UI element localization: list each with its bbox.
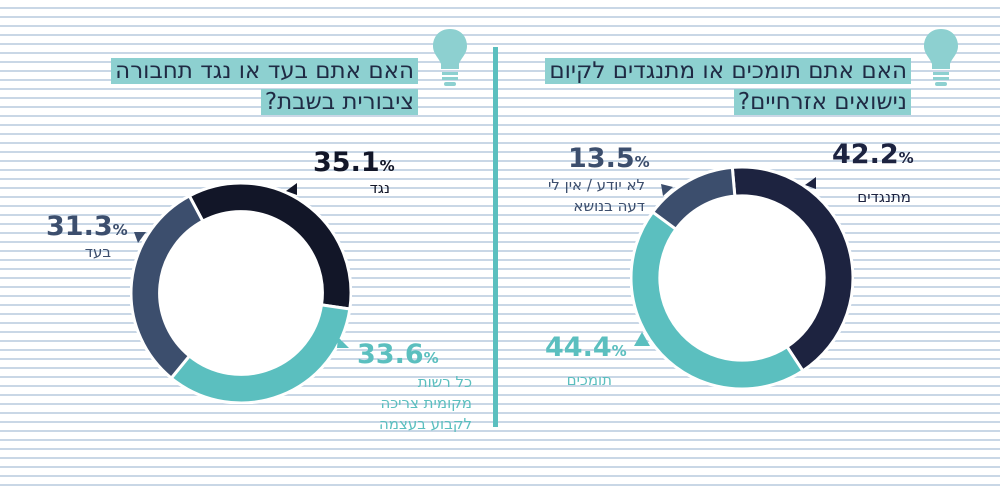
data-label-category-against: נגד bbox=[310, 178, 390, 199]
category-text-line-3: לקבוע בעצמה bbox=[378, 415, 472, 433]
percent-sign: % bbox=[379, 157, 395, 175]
lightbulb-icon bbox=[924, 29, 958, 86]
data-label-category-dontknow: לא יודע / אין לי דעה בנושא bbox=[485, 175, 645, 217]
arrow-marker-icon bbox=[134, 232, 146, 243]
data-label-value-oppose: 42.2% bbox=[832, 140, 914, 173]
category-text-line-1: כל רשות bbox=[417, 373, 472, 391]
data-label-value-dontknow: 13.5% bbox=[568, 144, 650, 177]
category-text: תומכים bbox=[566, 371, 612, 389]
value-text: 42.2 bbox=[832, 139, 899, 170]
donut-slice bbox=[650, 166, 737, 232]
chart-title: האם אתם תומכים או מתנגדים לקיום נישואים … bbox=[491, 56, 911, 118]
arrow-marker-icon bbox=[805, 177, 816, 189]
chart-title-line-2: ציבורית בשבת? bbox=[260, 89, 418, 115]
percent-sign: % bbox=[423, 349, 439, 367]
donut-hole bbox=[160, 212, 322, 374]
donut-chart bbox=[630, 166, 854, 390]
percent-sign: % bbox=[898, 149, 914, 167]
percent-sign: % bbox=[634, 153, 650, 171]
data-label-category-local: כל רשות מקומית צריכה לקבוע בעצמה bbox=[332, 372, 472, 435]
data-label-value-against: 35.1% bbox=[313, 148, 395, 181]
category-text-line-1: לא יודע / אין לי bbox=[547, 176, 645, 194]
arrow-marker-icon bbox=[286, 183, 297, 195]
data-label-value-local: 33.6% bbox=[357, 340, 439, 373]
arrow-marker-icon bbox=[337, 337, 349, 348]
data-label-category-oppose: מתנגדים bbox=[791, 187, 911, 208]
category-text: בעד bbox=[84, 243, 111, 261]
donut-hole bbox=[660, 196, 824, 360]
arrow-marker-icon bbox=[661, 184, 673, 196]
lightbulb-icon bbox=[433, 29, 467, 86]
chart-title-line-1: האם אתם תומכים או מתנגדים לקיום bbox=[545, 58, 911, 84]
percent-sign: % bbox=[112, 221, 128, 239]
percent-sign: % bbox=[611, 342, 627, 360]
data-label-category-support: תומכים bbox=[512, 370, 612, 391]
chart-panel-public-transport: האם אתם בעד או נגד תחבורה ציבורית בשבת? … bbox=[18, 29, 472, 435]
chart-title-line-1: האם אתם בעד או נגד תחבורה bbox=[111, 58, 418, 84]
chart-title: האם אתם בעד או נגד תחבורה ציבורית בשבת? bbox=[18, 56, 418, 118]
data-label-value-support: 44.4% bbox=[545, 333, 627, 366]
category-text-line-2: מקומית צריכה bbox=[380, 394, 472, 412]
category-text: מתנגדים bbox=[857, 188, 911, 206]
data-label-category-for: בעד bbox=[31, 242, 111, 263]
value-text: 13.5 bbox=[568, 143, 635, 174]
value-text: 33.6 bbox=[357, 339, 424, 370]
chart-panel-civil-marriage: האם אתם תומכים או מתנגדים לקיום נישואים … bbox=[500, 0, 1000, 487]
chart-title-line-2: נישואים אזרחיים? bbox=[733, 89, 911, 115]
arrow-marker-icon bbox=[634, 332, 650, 346]
value-text: 31.3 bbox=[46, 211, 113, 242]
value-text: 35.1 bbox=[313, 147, 380, 178]
donut-slice bbox=[730, 166, 854, 373]
donut-chart bbox=[130, 182, 352, 404]
data-label-value-for: 31.3% bbox=[46, 212, 128, 245]
category-text-line-2: דעה בנושא bbox=[573, 197, 645, 215]
donut-slice bbox=[130, 193, 205, 381]
donut-slice bbox=[630, 209, 805, 390]
panel-divider bbox=[493, 47, 498, 427]
value-text: 44.4 bbox=[545, 332, 612, 363]
category-text: נגד bbox=[369, 179, 390, 197]
